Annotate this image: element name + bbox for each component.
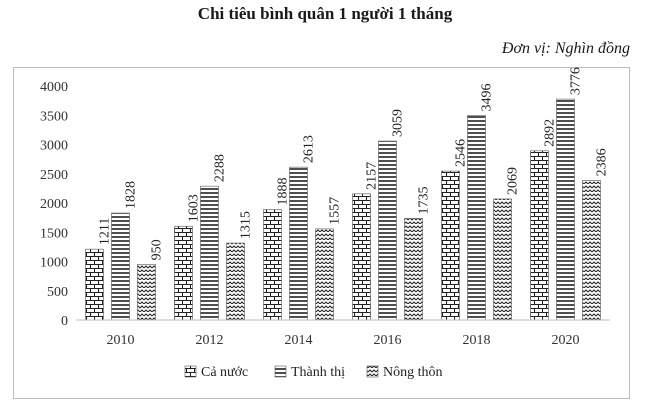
data-label: 2157 [365, 162, 380, 190]
data-label: 1315 [239, 211, 254, 239]
x-tick-label: 2014 [285, 333, 313, 348]
legend-label: Nông thôn [383, 365, 443, 380]
bar-horizontal-lines [111, 212, 130, 321]
data-label: 3496 [480, 83, 495, 111]
y-tick-label: 1000 [40, 256, 68, 271]
bar-brick [174, 225, 193, 321]
data-label: 3776 [569, 67, 584, 95]
data-label: 1828 [124, 181, 139, 209]
bar-brick [530, 150, 549, 321]
bar-zigzag [493, 198, 512, 321]
legend-label: Cả nước [201, 365, 248, 380]
bar-horizontal-lines [467, 115, 486, 321]
chart-title: Chi tiêu bình quân 1 người 1 tháng [197, 4, 453, 23]
x-tick-label: 2010 [107, 333, 135, 348]
bar-horizontal-lines [200, 185, 219, 321]
bar-horizontal-lines [289, 166, 308, 321]
legend-swatch-brick [184, 365, 197, 378]
y-tick-label: 3500 [40, 109, 68, 124]
bar-brick [441, 170, 460, 321]
data-label: 3059 [391, 109, 406, 137]
data-label: 2069 [506, 167, 521, 195]
data-label: 1603 [187, 194, 202, 222]
legend-swatch-horizontal-lines [274, 365, 287, 378]
unit-note: Đơn vị: Nghìn đồng [501, 40, 630, 57]
bar-zigzag [137, 264, 156, 321]
bar-horizontal-lines [378, 140, 397, 321]
data-label: 1211 [98, 218, 113, 245]
legend-swatch-zigzag [366, 365, 379, 378]
bar-brick [263, 209, 282, 321]
data-label: 950 [150, 239, 165, 260]
data-label: 2288 [213, 154, 228, 182]
bar-horizontal-lines [556, 98, 575, 321]
chart-frame [13, 67, 630, 399]
y-tick-label: 2500 [40, 168, 68, 183]
data-label: 2613 [302, 135, 317, 163]
bar-zigzag [315, 228, 334, 321]
data-label: 1557 [328, 197, 343, 225]
x-tick-label: 2020 [552, 333, 580, 348]
bar-brick [85, 248, 104, 321]
bar-zigzag [404, 218, 423, 321]
data-label: 2892 [543, 119, 558, 147]
data-label: 2386 [595, 148, 610, 176]
bar-brick [352, 193, 371, 321]
y-tick-label: 1500 [40, 226, 68, 241]
y-tick-label: 500 [47, 285, 68, 300]
data-label: 1888 [276, 178, 291, 206]
y-tick-label: 0 [61, 314, 68, 329]
y-tick-label: 4000 [40, 80, 68, 95]
bar-zigzag [582, 180, 601, 321]
bar-zigzag [226, 242, 245, 321]
x-tick-label: 2016 [374, 333, 402, 348]
legend-label: Thành thị [291, 365, 345, 380]
y-tick-label: 2000 [40, 197, 68, 212]
x-tick-label: 2012 [196, 333, 224, 348]
data-label: 1735 [417, 187, 432, 215]
x-tick-label: 2018 [463, 333, 491, 348]
data-label: 2546 [454, 139, 469, 167]
y-tick-label: 3000 [40, 139, 68, 154]
